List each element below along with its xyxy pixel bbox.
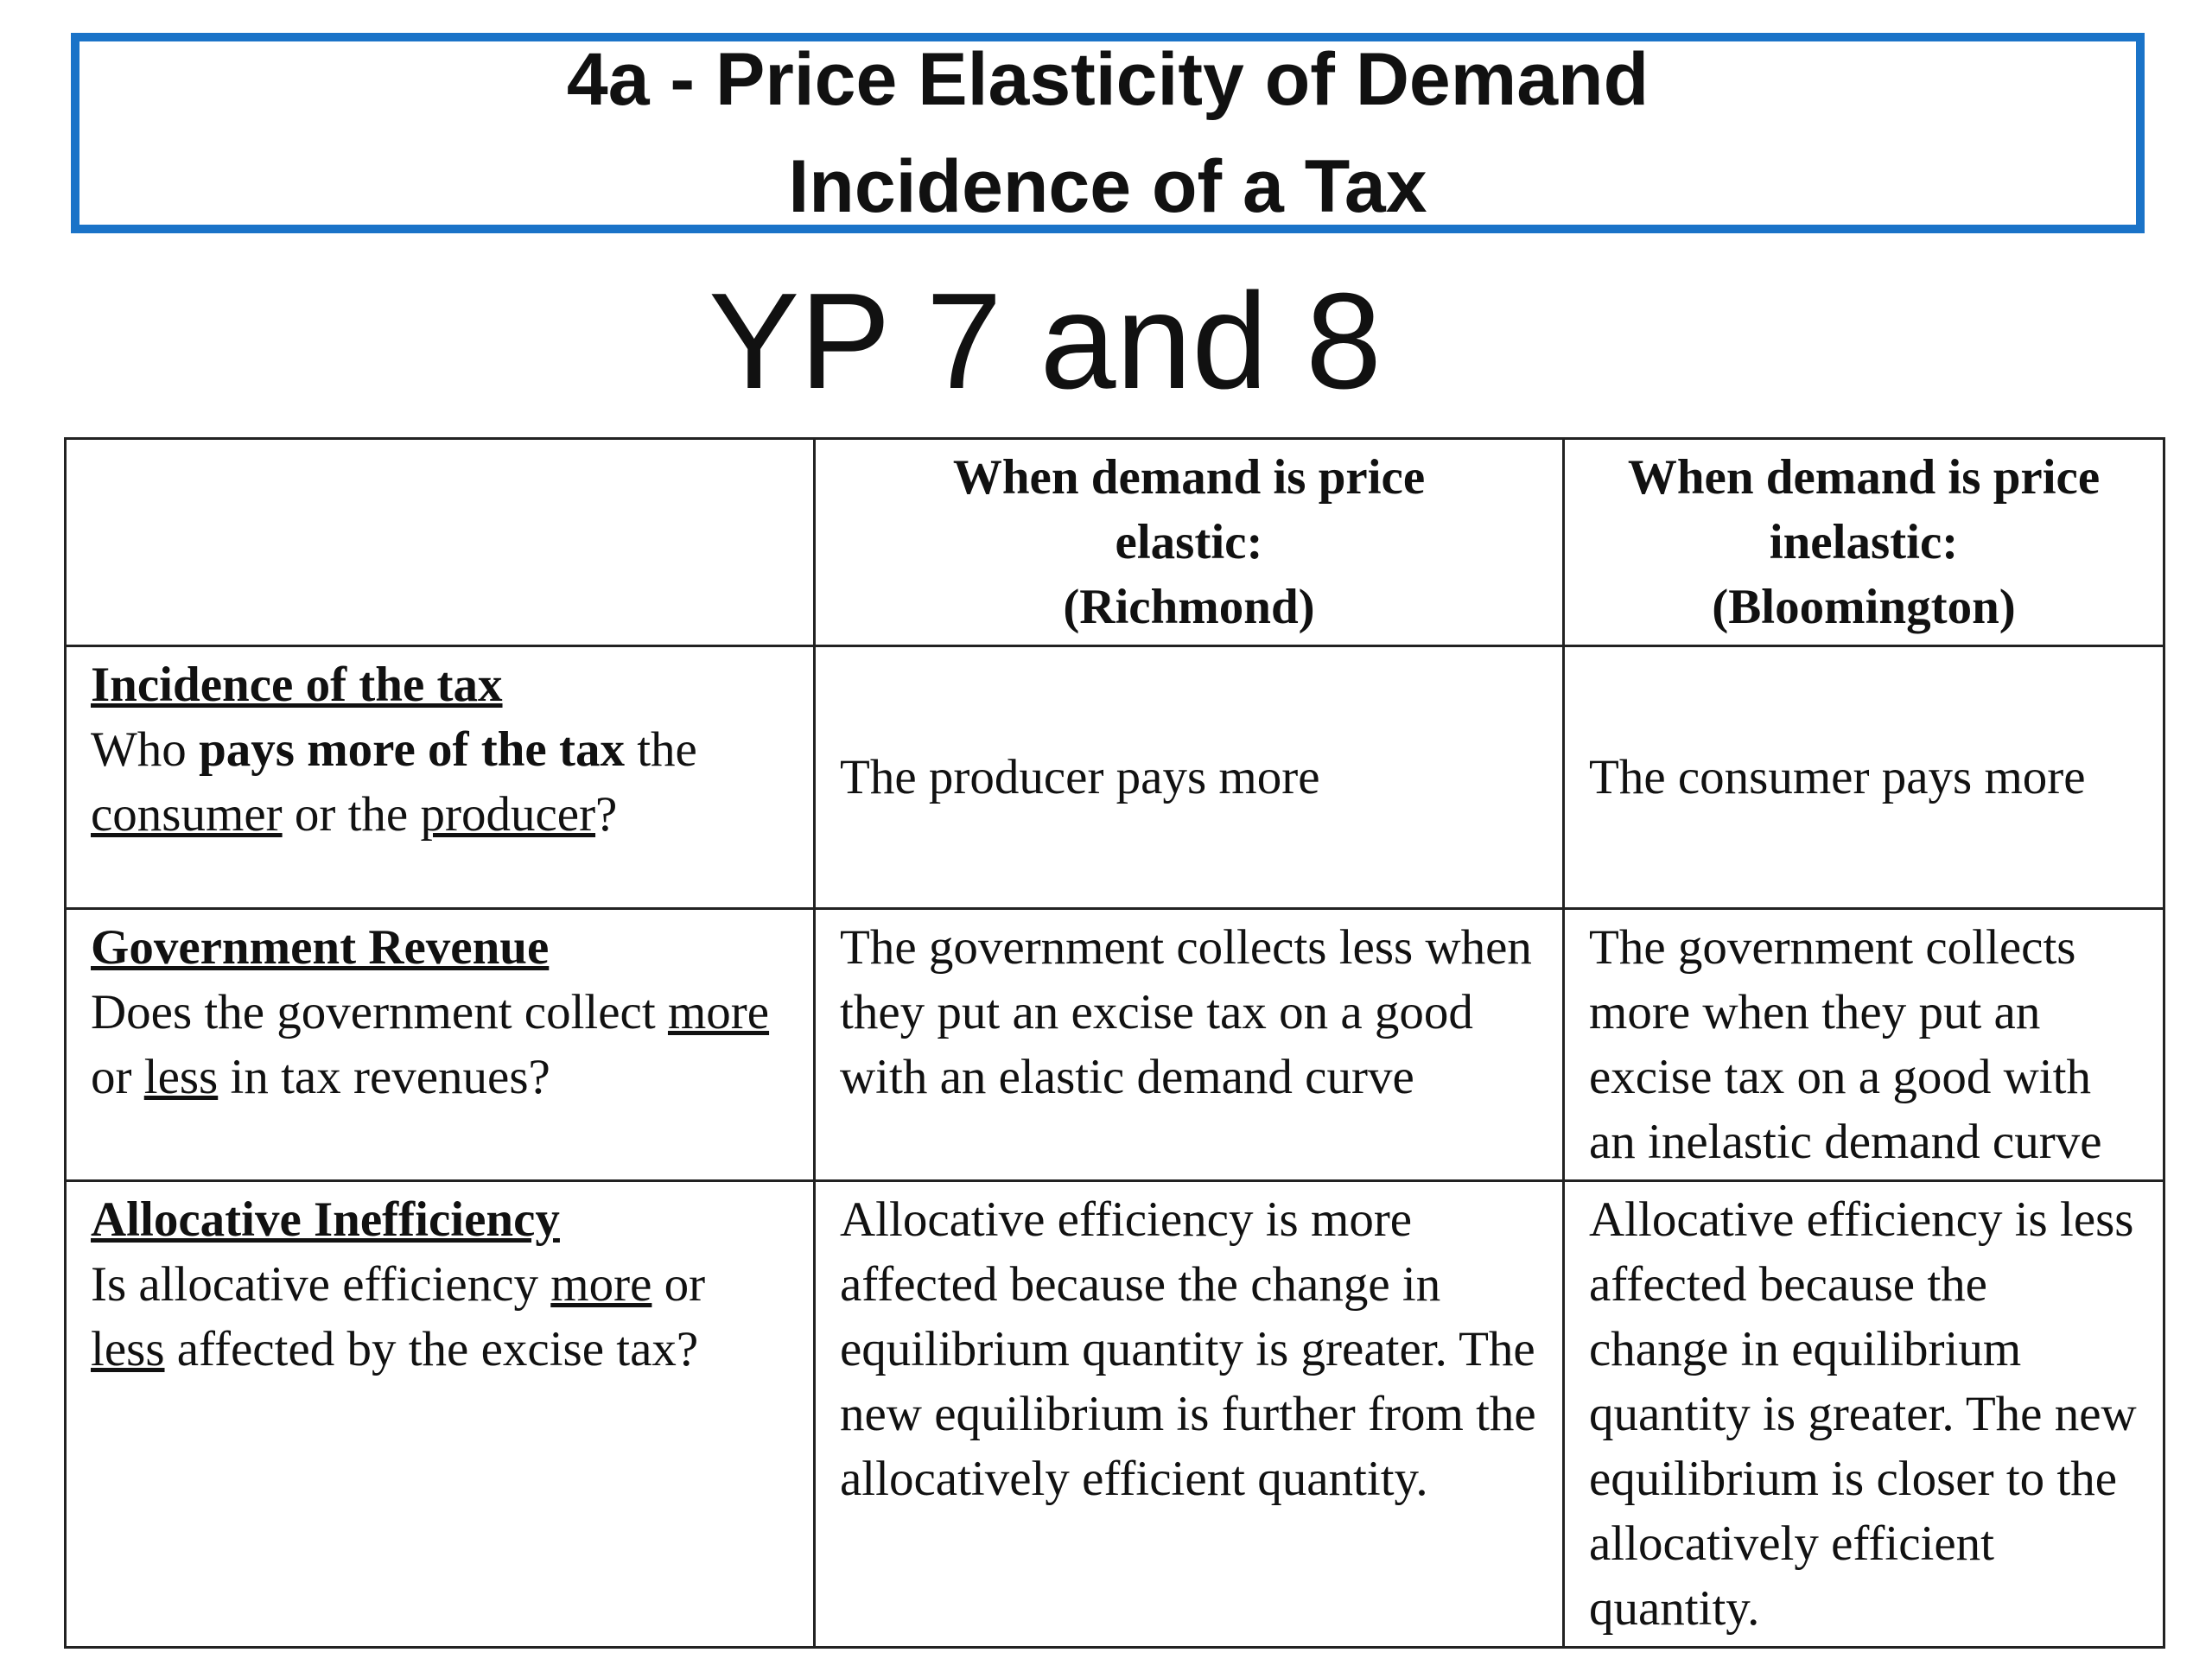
- header-elastic-line3: (Richmond): [1063, 580, 1315, 634]
- comparison-table: When demand is price elastic: (Richmond)…: [64, 437, 2165, 1649]
- inelastic-cell: The consumer pays more: [1562, 645, 2165, 910]
- header-elastic-line2: elastic:: [1115, 515, 1263, 569]
- elastic-cell: The producer pays more: [813, 645, 1565, 910]
- elastic-cell: Allocative efficiency is more affected b…: [813, 1179, 1565, 1649]
- question-text-underlined: less: [91, 1322, 165, 1376]
- row-question: Is allocative efficiency more or less af…: [91, 1252, 789, 1382]
- inelastic-cell: The government collects more when they p…: [1562, 907, 2165, 1182]
- question-text-underlined: producer: [420, 787, 596, 842]
- header-elastic-line1: When demand is price: [952, 450, 1426, 505]
- title-line-2: Incidence of a Tax: [788, 145, 1427, 228]
- title-box: 4a - Price Elasticity of Demand Incidenc…: [71, 33, 2145, 233]
- elastic-cell: The government collects less when they p…: [813, 907, 1565, 1182]
- question-text: Is allocative efficiency: [91, 1257, 551, 1312]
- title-line-1: 4a - Price Elasticity of Demand: [566, 38, 1649, 121]
- row-question: Who pays more of the tax the consumer or…: [91, 717, 789, 847]
- row-heading: Allocative Inefficiency: [91, 1192, 560, 1247]
- question-text: Who: [91, 722, 200, 777]
- row-label-cell: Incidence of the tax Who pays more of th…: [64, 645, 816, 910]
- question-text: the: [624, 722, 697, 777]
- header-elastic: When demand is price elastic: (Richmond): [813, 437, 1565, 647]
- question-text: or the: [282, 787, 421, 842]
- header-empty-cell: [64, 437, 816, 647]
- header-inelastic-line2: inelastic:: [1769, 515, 1959, 569]
- question-text-underlined: consumer: [91, 787, 283, 842]
- row-label-cell: Allocative Inefficiency Is allocative ef…: [64, 1179, 816, 1649]
- question-text: or: [91, 1050, 144, 1104]
- row-question: Does the government collect more or less…: [91, 980, 789, 1109]
- header-inelastic-line1: When demand is price: [1627, 450, 2101, 505]
- row-label-cell: Government Revenue Does the government c…: [64, 907, 816, 1182]
- row-heading: Government Revenue: [91, 920, 550, 975]
- header-inelastic: When demand is price inelastic: (Bloomin…: [1562, 437, 2165, 647]
- subtitle: YP 7 and 8: [709, 265, 1382, 417]
- table-row: Allocative Inefficiency Is allocative ef…: [64, 1179, 2165, 1649]
- table-row: Government Revenue Does the government c…: [64, 907, 2165, 1182]
- question-text-underlined: more: [667, 985, 770, 1039]
- question-text-underlined: more: [550, 1257, 652, 1312]
- table-row: Incidence of the tax Who pays more of th…: [64, 645, 2165, 910]
- row-heading: Incidence of the tax: [91, 658, 503, 712]
- question-text: Does the government collect: [91, 985, 668, 1039]
- question-text: in tax revenues?: [218, 1050, 550, 1104]
- header-inelastic-line3: (Bloomington): [1712, 580, 2016, 634]
- question-text: affected by the excise tax?: [164, 1322, 699, 1376]
- question-text-bold: pays more of the tax: [199, 722, 625, 777]
- table-header-row: When demand is price elastic: (Richmond)…: [64, 437, 2165, 647]
- question-text: ?: [595, 787, 618, 842]
- question-text-underlined: less: [143, 1050, 219, 1104]
- question-text: or: [652, 1257, 706, 1312]
- inelastic-cell: Allocative efficiency is less affected b…: [1562, 1179, 2165, 1649]
